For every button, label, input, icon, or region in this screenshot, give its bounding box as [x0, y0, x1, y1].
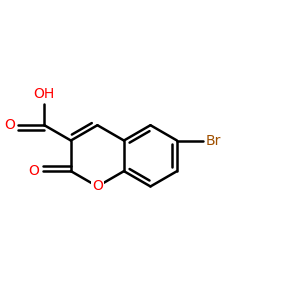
Text: Br: Br — [206, 134, 221, 148]
Text: O: O — [28, 164, 39, 178]
Text: O: O — [92, 179, 103, 194]
Text: O: O — [4, 118, 15, 132]
Text: OH: OH — [34, 87, 55, 101]
